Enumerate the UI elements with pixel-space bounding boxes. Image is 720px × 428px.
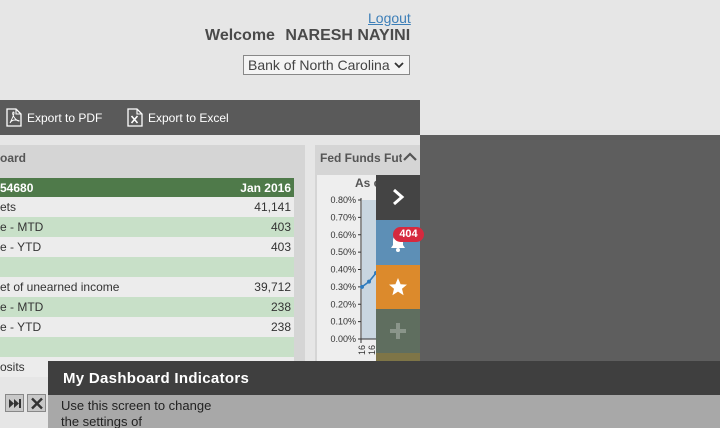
tour-tooltip: My Dashboard Indicators Use this screen … [48, 361, 720, 428]
table-header-period: Jan 2016 [240, 180, 291, 195]
welcome-text: Welcome NARESH NAYINI [205, 27, 410, 45]
x-tick-label: 16 [357, 345, 367, 355]
row-label: e - YTD [0, 240, 42, 254]
logout-link[interactable]: Logout [368, 10, 411, 26]
notification-count-badge: 404 [393, 227, 424, 242]
chevron-right-icon [393, 188, 405, 206]
dashboard-title: oard [0, 151, 27, 165]
plus-icon [390, 323, 406, 339]
row-value: 41,141 [254, 200, 291, 214]
welcome-label: Welcome [205, 27, 275, 44]
series-point [360, 284, 364, 289]
rail-favorites-button[interactable] [376, 265, 420, 309]
rail-collapse-button[interactable] [376, 175, 420, 220]
tour-close-button[interactable] [27, 394, 46, 412]
tour-tooltip-title: My Dashboard Indicators [48, 361, 720, 395]
fed-funds-title: Fed Funds Fut [320, 151, 403, 165]
skip-forward-icon [9, 399, 21, 408]
chevron-up-icon[interactable] [402, 150, 418, 164]
y-tick-label: 0.50% [330, 247, 356, 257]
row-label: e - MTD [0, 300, 44, 314]
y-tick-label: 0.40% [330, 265, 356, 275]
dashboard-panel: oard 54680 Jan 2016 ets 41,141 e - MTD 403… [0, 145, 305, 377]
row-label: et of unearned income [0, 280, 120, 294]
table-row: ets 41,141 [0, 197, 294, 217]
close-icon [31, 397, 43, 410]
y-tick-label: 0.20% [330, 299, 356, 309]
table-row [0, 257, 294, 277]
tour-skip-button[interactable] [5, 394, 24, 412]
row-value: 403 [270, 240, 291, 254]
chevron-down-icon [392, 58, 406, 72]
table-row: e - MTD 403 [0, 217, 294, 237]
y-tick-label: 0.80% [330, 195, 356, 205]
table-header-row: 54680 Jan 2016 [0, 178, 294, 197]
y-tick-label: 0.10% [330, 317, 356, 327]
row-value: 238 [270, 320, 291, 334]
row-value: 238 [270, 300, 291, 314]
x-tick-label: 16 [367, 345, 377, 355]
row-label: e - MTD [0, 220, 44, 234]
y-tick-label: 0.60% [330, 230, 356, 240]
table-header-id: 54680 [0, 180, 34, 195]
bank-select[interactable]: Bank of North Carolina [243, 55, 410, 75]
table-row: e - MTD 238 [0, 297, 294, 317]
table-row [0, 337, 294, 357]
rail-add-button[interactable] [376, 309, 420, 353]
export-pdf-label: Export to PDF [27, 110, 103, 125]
rail-item[interactable] [376, 353, 420, 363]
y-tick-label: 0.70% [330, 212, 356, 222]
star-icon [389, 278, 407, 296]
user-name: NARESH NAYINI [285, 27, 411, 44]
chart-asof-label: As o [355, 176, 381, 190]
table-row: e - YTD 403 [0, 237, 294, 257]
export-excel-label: Export to Excel [148, 110, 229, 125]
row-label: e - YTD [0, 320, 42, 334]
pdf-icon [6, 108, 22, 127]
table-row: e - YTD 238 [0, 317, 294, 337]
row-label: osits [0, 360, 25, 374]
y-tick-label: 0.00% [330, 334, 356, 344]
series-point [367, 279, 371, 284]
export-excel-button[interactable]: Export to Excel [127, 108, 229, 127]
tour-tooltip-body: Use this screen to change the settings o… [61, 398, 212, 428]
row-value: 403 [270, 220, 291, 234]
table-row: et of unearned income 39,712 [0, 277, 294, 297]
row-value: 39,712 [254, 280, 291, 294]
row-label: ets [0, 200, 17, 214]
bank-select-value: Bank of North Carolina [248, 57, 390, 73]
export-toolbar: Export to PDF Export to Excel [0, 100, 420, 135]
excel-icon [127, 108, 143, 127]
y-tick-label: 0.30% [330, 282, 356, 292]
dashboard-table: 54680 Jan 2016 ets 41,141 e - MTD 403 e - … [0, 178, 294, 377]
export-pdf-button[interactable]: Export to PDF [6, 108, 102, 127]
